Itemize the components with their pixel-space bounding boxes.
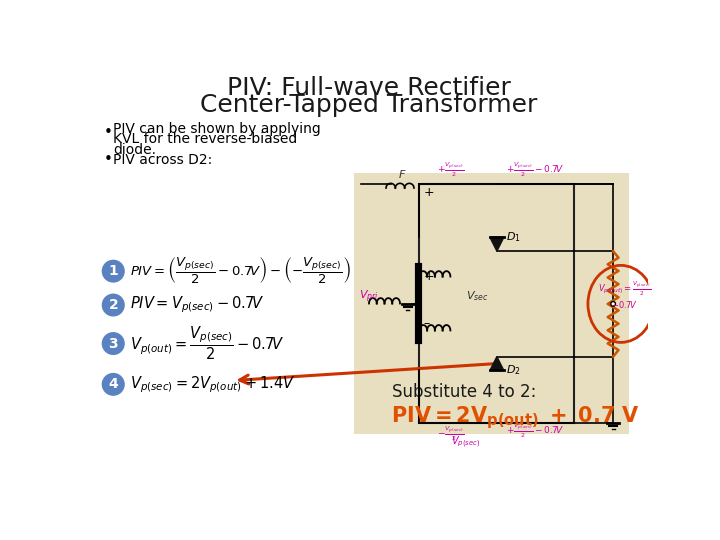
- Text: +: +: [423, 186, 434, 199]
- Text: $V_{p(out)}=\frac{V_{p(sec)}}{2}$: $V_{p(out)}=\frac{V_{p(sec)}}{2}$: [598, 280, 652, 298]
- Text: $+\frac{V_{p(sec)}}{2}$: $+\frac{V_{p(sec)}}{2}$: [436, 161, 464, 179]
- Text: $PIV = \left(\dfrac{V_{p(sec)}}{2} - 0.7V\right) - \left(-\dfrac{V_{p(sec)}}{2}\: $PIV = \left(\dfrac{V_{p(sec)}}{2} - 0.7…: [130, 256, 351, 286]
- Circle shape: [102, 374, 124, 395]
- Text: $V_{pri}$: $V_{pri}$: [359, 289, 379, 306]
- Text: $PIV = V_{p(sec)} - 0.7V$: $PIV = V_{p(sec)} - 0.7V$: [130, 295, 264, 315]
- Text: Center-Tapped Transformer: Center-Tapped Transformer: [200, 93, 538, 117]
- Text: •: •: [104, 152, 113, 167]
- Text: $+\frac{V_{p(sec)}}{2}-0.7V$: $+\frac{V_{p(sec)}}{2}-0.7V$: [506, 421, 565, 440]
- Text: Substitute 4 to 2:: Substitute 4 to 2:: [392, 383, 536, 401]
- Text: diode.: diode.: [113, 143, 156, 157]
- Text: PIV: Full-wave Rectifier: PIV: Full-wave Rectifier: [227, 76, 511, 100]
- Bar: [354, 173, 629, 434]
- Text: 4: 4: [109, 377, 118, 392]
- Circle shape: [611, 301, 616, 306]
- Circle shape: [102, 333, 124, 354]
- Text: 3: 3: [109, 336, 118, 350]
- Text: KVL for the reverse-biased: KVL for the reverse-biased: [113, 132, 297, 146]
- Text: •: •: [104, 125, 113, 140]
- Text: PIV can be shown by applying: PIV can be shown by applying: [113, 123, 321, 137]
- Text: 2: 2: [109, 298, 118, 312]
- Text: $-0.7V$: $-0.7V$: [611, 299, 638, 310]
- Text: –: –: [423, 316, 430, 329]
- Text: $\mathbf{PIV=2V_{p(out)}}$$\mathbf{\ +\ 0.7\ V}$: $\mathbf{PIV=2V_{p(out)}}$$\mathbf{\ +\ …: [391, 404, 639, 431]
- Polygon shape: [490, 356, 504, 370]
- Text: +: +: [423, 271, 434, 284]
- Text: $V_{sec}$: $V_{sec}$: [466, 289, 488, 303]
- Text: F: F: [398, 170, 405, 180]
- Polygon shape: [490, 237, 504, 251]
- Circle shape: [102, 294, 124, 316]
- Text: $D_1$: $D_1$: [506, 231, 521, 244]
- Text: $V_{p(out)} = \dfrac{V_{p(sec)}}{2} - 0.7V$: $V_{p(out)} = \dfrac{V_{p(sec)}}{2} - 0.…: [130, 325, 284, 362]
- Text: $V_{p(sec)}$: $V_{p(sec)}$: [451, 434, 480, 450]
- Circle shape: [102, 260, 124, 282]
- Text: $D_2$: $D_2$: [506, 363, 521, 376]
- Text: PIV across D2:: PIV across D2:: [113, 152, 212, 166]
- Text: $-\frac{V_{p(sec)}}{2}$: $-\frac{V_{p(sec)}}{2}$: [436, 424, 464, 443]
- Text: 1: 1: [109, 264, 118, 278]
- Text: $+\frac{V_{p(sec)}}{2}-0.7V$: $+\frac{V_{p(sec)}}{2}-0.7V$: [506, 161, 565, 179]
- Text: $V_{p(sec)} = 2V_{p(out)} + 1.4V$: $V_{p(sec)} = 2V_{p(out)} + 1.4V$: [130, 374, 295, 395]
- Bar: [419, 184, 575, 423]
